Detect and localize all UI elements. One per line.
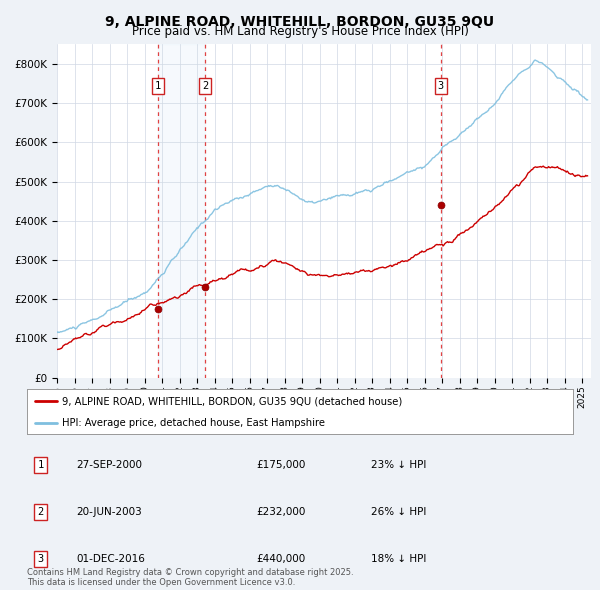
Text: 9, ALPINE ROAD, WHITEHILL, BORDON, GU35 9QU (detached house): 9, ALPINE ROAD, WHITEHILL, BORDON, GU35 … <box>62 397 403 407</box>
Text: 3: 3 <box>437 81 444 91</box>
Text: £440,000: £440,000 <box>256 554 305 564</box>
Bar <box>158 44 205 378</box>
Text: 27-SEP-2000: 27-SEP-2000 <box>76 460 142 470</box>
Text: Price paid vs. HM Land Registry's House Price Index (HPI): Price paid vs. HM Land Registry's House … <box>131 25 469 38</box>
Text: £232,000: £232,000 <box>256 507 305 517</box>
Text: HPI: Average price, detached house, East Hampshire: HPI: Average price, detached house, East… <box>62 418 325 428</box>
Text: 20-JUN-2003: 20-JUN-2003 <box>76 507 142 517</box>
Text: 1: 1 <box>38 460 44 470</box>
Text: 2: 2 <box>202 81 208 91</box>
Text: 01-DEC-2016: 01-DEC-2016 <box>76 554 145 564</box>
Text: £175,000: £175,000 <box>256 460 305 470</box>
Text: 1: 1 <box>155 81 161 91</box>
Text: Contains HM Land Registry data © Crown copyright and database right 2025.
This d: Contains HM Land Registry data © Crown c… <box>27 568 353 587</box>
Text: 23% ↓ HPI: 23% ↓ HPI <box>371 460 427 470</box>
Text: 9, ALPINE ROAD, WHITEHILL, BORDON, GU35 9QU: 9, ALPINE ROAD, WHITEHILL, BORDON, GU35 … <box>106 15 494 29</box>
Text: 26% ↓ HPI: 26% ↓ HPI <box>371 507 427 517</box>
Text: 2: 2 <box>38 507 44 517</box>
Text: 3: 3 <box>38 554 44 564</box>
Text: 18% ↓ HPI: 18% ↓ HPI <box>371 554 427 564</box>
